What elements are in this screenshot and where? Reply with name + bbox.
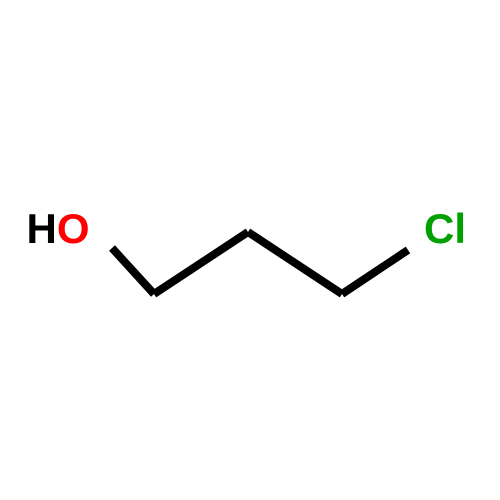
atom-h: H bbox=[26, 205, 56, 252]
atom-o: O bbox=[57, 205, 90, 252]
bond-c1-c2 bbox=[154, 232, 248, 294]
bond-c2-c3 bbox=[248, 232, 342, 294]
bond-o-c1 bbox=[112, 248, 154, 294]
atom-label-ho: HO bbox=[26, 205, 89, 252]
molecule-canvas: HO Cl bbox=[0, 0, 500, 500]
bond-c3-cl bbox=[342, 250, 408, 294]
atom-label-cl: Cl bbox=[424, 205, 466, 252]
